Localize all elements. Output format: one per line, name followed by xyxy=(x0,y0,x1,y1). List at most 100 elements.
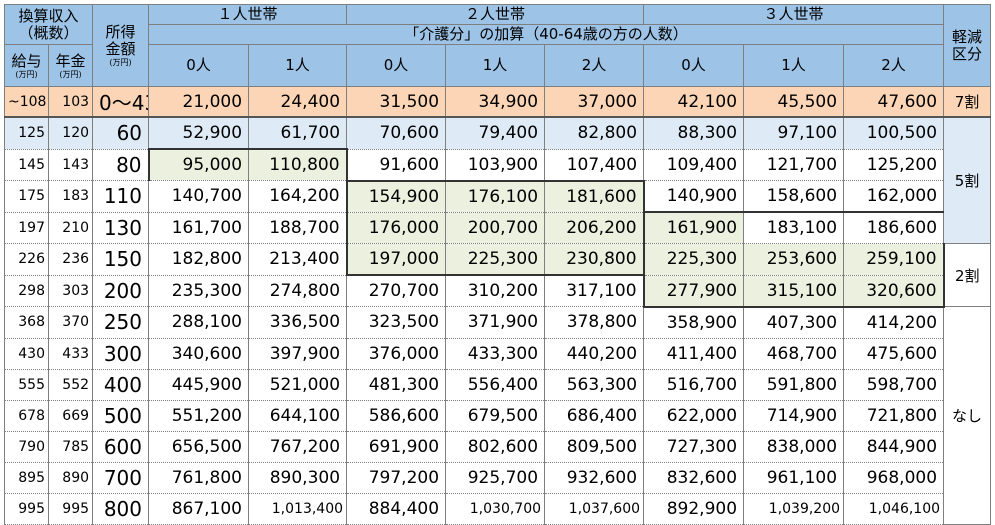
premium-cell: 121,700 xyxy=(743,148,845,181)
premium-cell: 277,900 xyxy=(642,274,745,308)
income-cell: 226 xyxy=(4,243,49,276)
table-row: 175 183 110 140,700 164,200 154,900 176,100 181… xyxy=(4,179,991,213)
premium-cell: 397,900 xyxy=(248,337,348,370)
premium-cell: 235,300 xyxy=(148,274,250,307)
premium-cell: 70,600 xyxy=(346,116,447,150)
persons-header: 0人 xyxy=(643,44,745,87)
income-cell: 552 xyxy=(47,368,94,401)
premium-cell: 721,800 xyxy=(843,399,945,432)
income-cell: 800 xyxy=(92,492,150,525)
premium-cell: 1,037,600 xyxy=(544,492,645,525)
table-row: 895 890 700 761,800 890,300 797,200 925,700 932… xyxy=(4,461,991,494)
income-cell: 298 xyxy=(4,274,49,307)
premium-cell: 679,500 xyxy=(445,399,546,432)
income-cell: 895 xyxy=(4,461,49,494)
premium-cell: 622,000 xyxy=(643,399,745,432)
table-row: 298 303 200 235,300 274,800 270,700 310,200 317… xyxy=(4,274,991,308)
premium-cell: 440,200 xyxy=(544,337,645,370)
premium-cell: 832,600 xyxy=(643,461,745,494)
table-row: 145 143 80 95,000 110,800 91,600 103,900 107,40… xyxy=(4,148,991,181)
premium-cell: 109,400 xyxy=(643,148,745,181)
income: 換算収入 xyxy=(18,6,79,25)
premium-cell: 52,900 xyxy=(148,116,250,150)
income-cell: 130 xyxy=(92,211,150,244)
premium-cell: 691,900 xyxy=(346,430,447,463)
income-cell: 250 xyxy=(92,306,150,339)
premium-cell: 110,800 xyxy=(248,148,348,181)
premium-cell: 213,400 xyxy=(248,243,348,276)
premium-cell: 844,900 xyxy=(843,430,945,463)
premium-cell: 162,000 xyxy=(843,180,945,213)
premium-cell: 336,500 xyxy=(248,306,348,339)
premium-cell: 481,300 xyxy=(346,368,447,401)
persons-header: 1人 xyxy=(445,44,546,87)
premium-cell: 320,600 xyxy=(843,274,945,308)
premium-cell: 158,600 xyxy=(743,180,845,213)
premium-cell: 414,200 xyxy=(843,306,945,339)
premium-cell: 407,300 xyxy=(743,306,845,339)
unit: (万円) xyxy=(15,69,38,79)
premium-cell: 1,013,400 xyxy=(248,492,348,525)
premium-cell: 183,100 xyxy=(743,211,845,244)
reduction-cell: 5割 xyxy=(943,116,992,244)
premium-cell: 932,600 xyxy=(544,461,645,494)
income-note: （概数） xyxy=(18,23,79,42)
income-cell: 678 xyxy=(4,399,49,432)
income-cell: 600 xyxy=(92,430,150,463)
table-row: 226 236 150 182,800 213,400 197,000 225,300 230… xyxy=(4,243,992,307)
premium-cell: 884,400 xyxy=(346,492,447,525)
premium-cell: 186,600 xyxy=(843,211,945,244)
premium-cell: 95,000 xyxy=(147,148,250,181)
table-row: 125 120 60 52,900 61,700 70,600 79,400 82,800 88… xyxy=(4,116,992,244)
pension: 年金 xyxy=(55,51,86,70)
premium-cell: 107,400 xyxy=(544,148,645,181)
table-row: 995 995 800 867,100 1,013,400 884,400 1,030,70… xyxy=(4,492,991,525)
premium-cell: 42,100 xyxy=(643,86,745,118)
persons-header: 2人 xyxy=(544,44,645,87)
premium-cell: 34,900 xyxy=(445,86,546,118)
reduction-cell: 7割 xyxy=(943,86,992,118)
income-cell: 995 xyxy=(47,492,94,525)
premium-cell: 225,300 xyxy=(642,243,745,276)
income-cell: 103 xyxy=(47,86,94,118)
income-cell: 400 xyxy=(92,368,150,401)
shotoku-header: 所得 金額 (万円) xyxy=(92,4,150,87)
premium-cell: 551,200 xyxy=(148,399,250,432)
premium-cell: 358,900 xyxy=(643,306,745,339)
income-cell: 995 xyxy=(4,492,49,525)
premium-cell: 103,900 xyxy=(445,148,546,181)
table-row: 430 433 300 340,600 397,900 376,000 433,300 440… xyxy=(4,337,991,370)
premium-cell: 591,800 xyxy=(743,368,845,401)
household: ３人世帯 xyxy=(643,4,945,25)
income-cell: 200 xyxy=(92,274,150,307)
premium-cell: 521,000 xyxy=(248,368,348,401)
premium-cell: 797,200 xyxy=(346,461,447,494)
income-cell: 430 xyxy=(4,337,49,370)
premium-cell: 809,500 xyxy=(544,430,645,463)
premium-cell: 270,700 xyxy=(346,274,447,307)
income-cell: 0～43 xyxy=(92,86,150,118)
income-cell: 236 xyxy=(47,243,94,276)
premium-cell: 563,300 xyxy=(544,368,645,401)
premium-cell: 45,500 xyxy=(743,86,845,118)
income-cell: 433 xyxy=(47,337,94,370)
kingaku: 金額 xyxy=(105,40,136,58)
persons-header: 1人 xyxy=(743,44,845,87)
income-cell: 60 xyxy=(92,116,150,150)
premium-cell: 761,800 xyxy=(148,461,250,494)
premium-cell: 161,900 xyxy=(642,211,745,244)
premium-cell: 686,400 xyxy=(544,399,645,432)
reduction: 区分 xyxy=(952,44,983,63)
premium-cell: 182,800 xyxy=(148,243,250,276)
household: １人世帯 xyxy=(148,4,348,25)
income-cell: 120 xyxy=(47,116,94,150)
premium-cell: 317,100 xyxy=(544,274,645,307)
premium-cell: 598,700 xyxy=(843,368,945,401)
reduction-cell: なし xyxy=(943,306,992,525)
income-cell: 150 xyxy=(92,243,150,276)
persons-header: 0人 xyxy=(148,44,250,87)
income-cell: ~108 xyxy=(4,86,49,118)
premium-cell: 181,600 xyxy=(544,179,645,213)
premium-cell: 310,200 xyxy=(445,274,546,307)
premium-cell: 140,700 xyxy=(148,180,250,213)
